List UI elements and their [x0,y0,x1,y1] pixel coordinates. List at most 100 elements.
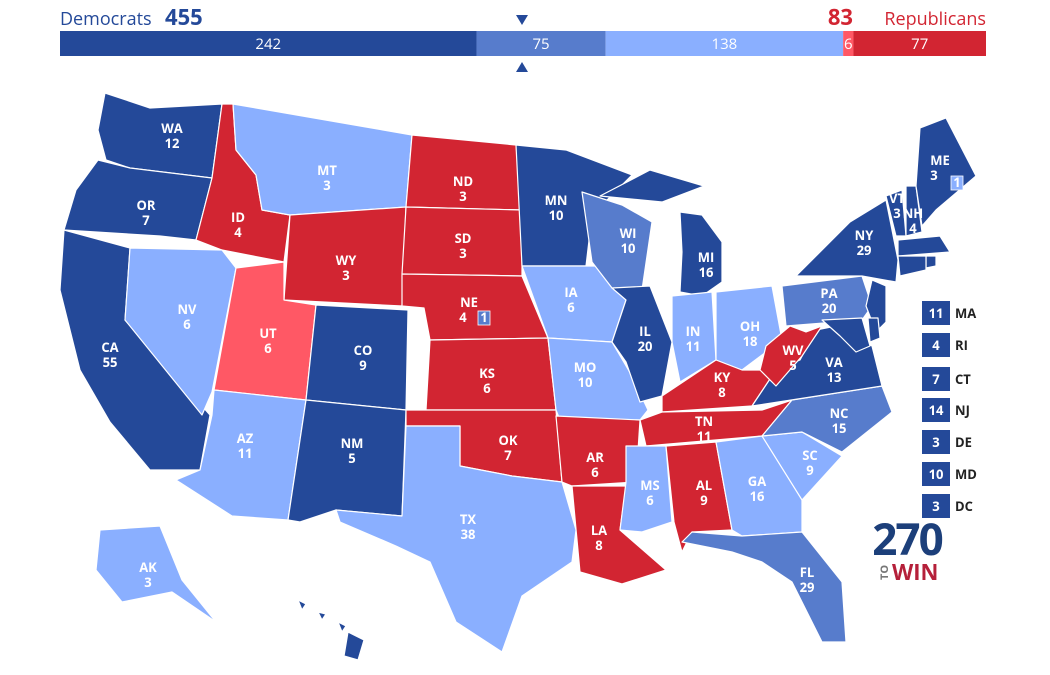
state-abbr: MS [640,476,659,494]
state-shape [124,247,237,416]
state-votes: 38 [461,525,476,543]
state-abbr: MN [545,191,568,209]
state-votes: 16 [699,263,714,281]
small-state-abbr: NJ [955,401,970,419]
state-shape [821,317,871,353]
state-votes: 6 [646,491,654,509]
small-state-votes: 7 [932,370,940,388]
state-votes: 6 [483,379,491,397]
state-votes: 7 [504,446,512,464]
small-state-box [922,333,950,357]
state-shape [915,117,977,227]
state-abbr: WY [336,251,358,269]
state-votes: 10 [621,239,636,257]
small-state-abbr: MA [955,304,976,322]
district-box [477,310,491,326]
small-state-abbr: DE [955,433,972,451]
state-abbr: PA [820,284,837,302]
state-votes: 6 [591,463,599,481]
state-votes: 20 [822,299,837,317]
small-state-box [922,494,950,518]
small-state-box [922,301,950,325]
state-abbr: KS [479,364,495,382]
state-abbr: ME [930,151,950,169]
small-state-votes: 3 [932,433,939,451]
state-shape [679,211,723,297]
state-votes: 15 [832,419,847,437]
small-state-votes: 3 [932,497,939,515]
state-votes: 4 [909,219,917,237]
state-shape [925,255,937,269]
state-votes: 5 [348,449,355,467]
bar-segment [605,31,844,56]
logo-win: WIN [892,557,938,587]
small-state-box [922,430,950,454]
state-abbr: TN [695,412,713,430]
state-abbr: NH [903,204,924,222]
state-abbr: ND [453,172,473,190]
state-votes: 7 [142,211,150,229]
small-state-votes: 4 [932,336,940,354]
state-abbr: AL [696,476,712,494]
state-votes: 11 [238,444,253,462]
state-abbr: WV [782,341,804,359]
state-votes: 12 [165,134,180,152]
small-state-box [922,462,950,486]
state-votes: 11 [686,337,701,355]
small-state-box [922,398,950,422]
district-box [950,175,964,191]
state-abbr: WI [620,224,637,242]
state-abbr: OK [499,431,518,449]
state-votes: 9 [806,461,813,479]
state-votes: 6 [264,339,272,357]
midpoint-arrow-bottom [516,62,528,72]
state-shape [317,611,327,621]
state-votes: 9 [359,356,366,374]
state-shape [63,159,213,241]
state-shape [232,103,413,216]
logo: 270 TO WIN [872,508,944,587]
state-votes: 5 [789,356,796,374]
rep-label: Republicans [884,7,986,31]
state-shape [671,291,717,383]
state-votes: 3 [459,187,466,205]
state-votes: 9 [700,491,707,509]
bar-segment [476,31,606,56]
logo-number: 270 [872,508,942,568]
bar-segment-label: 75 [532,34,549,54]
state-abbr: MO [574,358,597,376]
bar-segment [843,31,854,56]
state-abbr: FL [800,563,814,581]
state-abbr: GA [748,472,766,490]
state-votes: 3 [893,204,900,222]
bar-segment [60,31,477,56]
state-votes: 10 [549,206,564,224]
state-abbr: SC [802,446,817,464]
state-votes: 6 [567,298,575,316]
state-votes: 55 [103,353,118,371]
state-abbr: OR [137,196,156,214]
state-abbr: AZ [237,429,254,447]
state-votes: 4 [234,223,242,241]
state-shape [781,275,873,327]
state-votes: 18 [743,332,758,350]
state-shape [95,525,217,623]
state-abbr: TX [460,510,477,528]
state-abbr: VT [889,189,905,207]
state-shape [555,415,641,487]
midpoint-arrow-top [516,15,528,25]
state-abbr: AK [139,558,157,576]
state-abbr: NM [341,434,364,452]
state-abbr: NV [177,300,197,318]
state-shape [343,631,365,661]
bar-segment-label: 242 [255,34,281,54]
state-abbr: CA [101,338,118,356]
state-shape [297,599,307,611]
state-votes: 20 [638,337,653,355]
small-state-abbr: CT [955,370,971,388]
state-shape [611,285,673,403]
bar-segment-label: 6 [844,34,853,54]
state-abbr: VA [825,353,842,371]
state-votes: 4 [318,647,326,665]
